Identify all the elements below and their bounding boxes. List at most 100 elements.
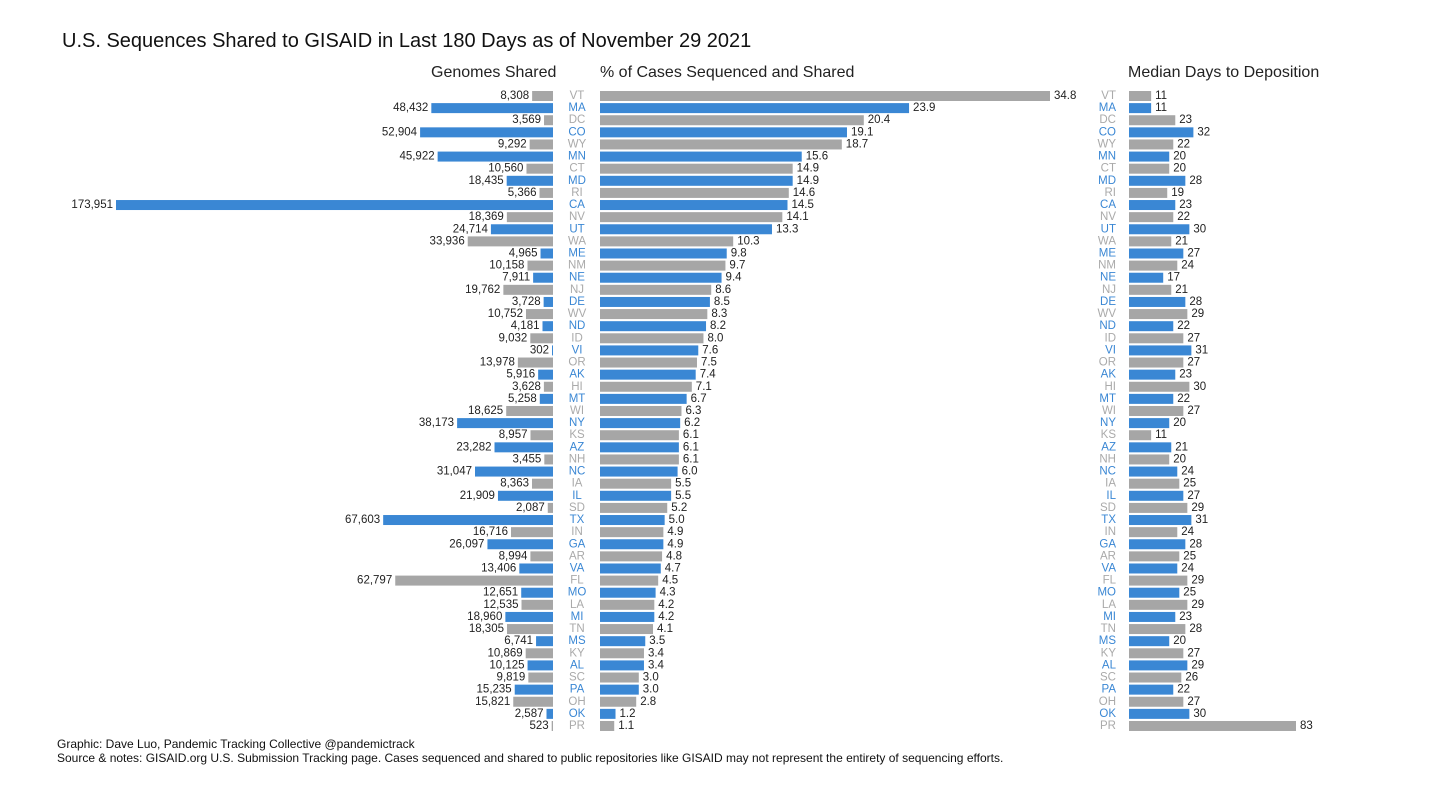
data-label-percent-al: 3.4 — [648, 659, 665, 671]
bar-percent-ne — [600, 272, 722, 283]
data-label-percent-dc: 20.4 — [868, 114, 891, 126]
data-label-percent-wv: 8.3 — [711, 308, 727, 320]
data-label-percent-ms: 3.5 — [649, 635, 665, 647]
data-label-days-hi: 30 — [1193, 381, 1206, 393]
data-label-days-ok: 30 — [1193, 708, 1206, 720]
bar-genomes-la — [521, 599, 553, 610]
state-label-mi: MI — [571, 611, 584, 623]
data-label-percent-ne: 9.4 — [726, 272, 743, 284]
bar-percent-sd — [600, 502, 668, 513]
state-label-right-ks: KS — [1101, 429, 1117, 441]
bar-genomes-co — [420, 127, 553, 138]
bar-percent-pr — [600, 720, 615, 731]
state-label-right-ia: IA — [1105, 478, 1116, 490]
data-label-days-wi: 27 — [1187, 405, 1200, 417]
state-label-right-ar: AR — [1100, 550, 1116, 562]
bar-days-al — [1129, 660, 1188, 671]
data-label-days-nh: 20 — [1173, 453, 1186, 465]
bar-percent-tx — [600, 515, 665, 526]
data-label-genomes-mi: 18,960 — [467, 611, 502, 623]
state-label-al: AL — [570, 659, 585, 671]
bar-percent-sc — [600, 672, 639, 683]
data-label-percent-mo: 4.3 — [660, 587, 676, 599]
bar-days-va — [1129, 563, 1178, 574]
bar-days-ms — [1129, 636, 1170, 647]
bar-percent-ma — [600, 103, 910, 114]
data-label-days-ma: 11 — [1155, 102, 1167, 114]
data-label-genomes-ri: 5,366 — [508, 187, 537, 199]
state-label-right-nd: ND — [1099, 320, 1116, 332]
data-label-percent-or: 7.5 — [701, 357, 717, 369]
state-label-wi: WI — [570, 405, 584, 417]
bar-days-me — [1129, 248, 1184, 259]
state-label-right-ca: CA — [1100, 199, 1116, 211]
state-label-ok: OK — [569, 708, 586, 720]
state-label-nc: NC — [569, 466, 586, 478]
bar-percent-ut — [600, 224, 772, 235]
state-label-pa: PA — [570, 684, 585, 696]
data-label-days-ks: 11 — [1155, 429, 1167, 441]
bar-percent-me — [600, 248, 727, 259]
data-label-days-ms: 20 — [1173, 635, 1186, 647]
bar-genomes-nc — [475, 466, 553, 477]
data-label-days-vt: 11 — [1155, 90, 1167, 102]
bar-genomes-nm — [527, 260, 553, 271]
data-label-genomes-mt: 5,258 — [508, 393, 537, 405]
data-label-genomes-il: 21,909 — [460, 490, 495, 502]
state-label-right-fl: FL — [1103, 575, 1117, 587]
data-label-percent-sd: 5.2 — [671, 502, 687, 514]
data-label-percent-ma: 23.9 — [913, 102, 935, 114]
data-label-days-or: 27 — [1187, 357, 1200, 369]
state-label-sd: SD — [569, 502, 585, 514]
bar-genomes-pa — [514, 684, 553, 695]
state-label-me: ME — [568, 247, 586, 259]
state-label-va: VA — [570, 562, 585, 574]
data-label-genomes-ny: 38,173 — [419, 417, 454, 429]
bar-percent-ky — [600, 648, 644, 659]
state-label-right-ky: KY — [1101, 647, 1117, 659]
bar-days-ne — [1129, 272, 1164, 283]
data-label-days-wa: 21 — [1175, 235, 1188, 247]
state-label-right-ms: MS — [1099, 635, 1117, 647]
state-label-mt: MT — [569, 393, 586, 405]
data-label-percent-tx: 5.0 — [669, 514, 685, 526]
data-label-genomes-or: 13,978 — [480, 357, 515, 369]
data-label-days-fl: 29 — [1191, 575, 1204, 587]
bar-days-nj — [1129, 284, 1172, 295]
bar-genomes-ct — [526, 163, 553, 174]
data-label-percent-ca: 14.5 — [792, 199, 814, 211]
data-label-percent-me: 9.8 — [731, 247, 747, 259]
bar-genomes-sd — [547, 502, 553, 513]
data-label-genomes-mn: 45,922 — [399, 151, 434, 163]
state-label-nm: NM — [568, 260, 586, 272]
bar-days-nv — [1129, 212, 1174, 223]
bar-genomes-vt — [532, 91, 553, 101]
state-label-ut: UT — [569, 223, 584, 235]
data-label-genomes-ar: 8,994 — [499, 550, 528, 562]
state-label-tn: TN — [569, 623, 584, 635]
data-label-percent-wy: 18.7 — [846, 138, 868, 150]
bar-percent-ga — [600, 539, 664, 550]
bar-days-fl — [1129, 575, 1188, 586]
data-label-genomes-nj: 19,762 — [465, 284, 500, 296]
footer: Graphic: Dave Luo, Pandemic Tracking Col… — [57, 737, 1003, 765]
data-label-percent-nc: 6.0 — [682, 466, 698, 478]
state-label-right-tx: TX — [1101, 514, 1116, 526]
state-label-right-mn: MN — [1098, 151, 1116, 163]
data-label-genomes-wy: 9,292 — [498, 138, 527, 150]
state-label-right-va: VA — [1102, 562, 1117, 574]
bar-percent-ia — [600, 478, 672, 489]
data-label-percent-ny: 6.2 — [684, 417, 700, 429]
data-label-percent-sc: 3.0 — [643, 672, 659, 684]
data-label-days-ca: 23 — [1179, 199, 1192, 211]
data-label-genomes-ne: 7,911 — [502, 272, 530, 284]
data-label-percent-ga: 4.9 — [667, 538, 683, 550]
data-label-genomes-wi: 18,625 — [468, 405, 503, 417]
footer-source: Source & notes: GISAID.org U.S. Submissi… — [57, 751, 1004, 765]
bar-days-dc — [1129, 115, 1176, 126]
data-label-percent-mn: 15.6 — [806, 151, 828, 163]
bar-percent-ms — [600, 636, 646, 647]
data-label-genomes-sc: 9,819 — [497, 672, 526, 684]
data-label-days-nm: 24 — [1181, 260, 1194, 272]
state-label-nd: ND — [569, 320, 586, 332]
